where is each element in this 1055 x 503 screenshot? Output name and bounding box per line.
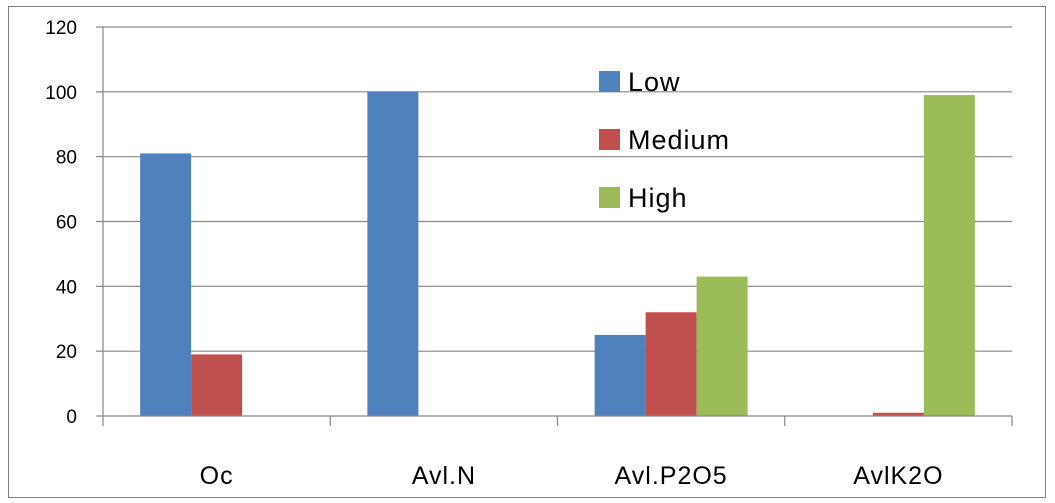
y-tick-label: 80 — [56, 148, 77, 169]
legend-swatch-low — [599, 71, 620, 92]
y-tick-label: 40 — [56, 277, 77, 298]
y-tick-labels: 0 20 40 60 80 100 120 — [45, 18, 77, 428]
legend-label-low: Low — [628, 67, 681, 97]
legend-swatch-medium — [599, 129, 620, 150]
bar-high-2 — [696, 276, 748, 416]
bars — [140, 91, 975, 417]
bar-medium-3 — [872, 412, 924, 416]
bar-medium-2 — [645, 312, 697, 416]
gridlines — [103, 26, 1012, 352]
y-tick-label: 120 — [45, 18, 77, 39]
x-tick-labels: Oc Avl.N Avl.P2O5 AvlK2O — [200, 462, 943, 490]
bar-low-0 — [140, 153, 192, 417]
x-tick-label: Avl.N — [412, 462, 476, 490]
axes — [96, 26, 1013, 426]
legend-label-high: High — [628, 183, 688, 213]
bar-low-1 — [367, 91, 419, 416]
x-tick-label: AvlK2O — [853, 462, 943, 490]
x-tick-label: Avl.P2O5 — [615, 462, 728, 490]
x-tick-label: Oc — [200, 462, 234, 490]
bar-high-3 — [923, 95, 975, 416]
legend-label-medium: Medium — [628, 125, 730, 155]
y-tick-label: 20 — [56, 342, 77, 363]
bar-medium-0 — [191, 354, 243, 416]
bar-low-2 — [594, 334, 646, 416]
y-tick-label: 60 — [56, 213, 77, 234]
y-tick-label: 0 — [66, 407, 77, 428]
y-tick-label: 100 — [45, 83, 77, 104]
legend: Low Medium High — [599, 67, 730, 213]
legend-swatch-high — [599, 187, 620, 208]
